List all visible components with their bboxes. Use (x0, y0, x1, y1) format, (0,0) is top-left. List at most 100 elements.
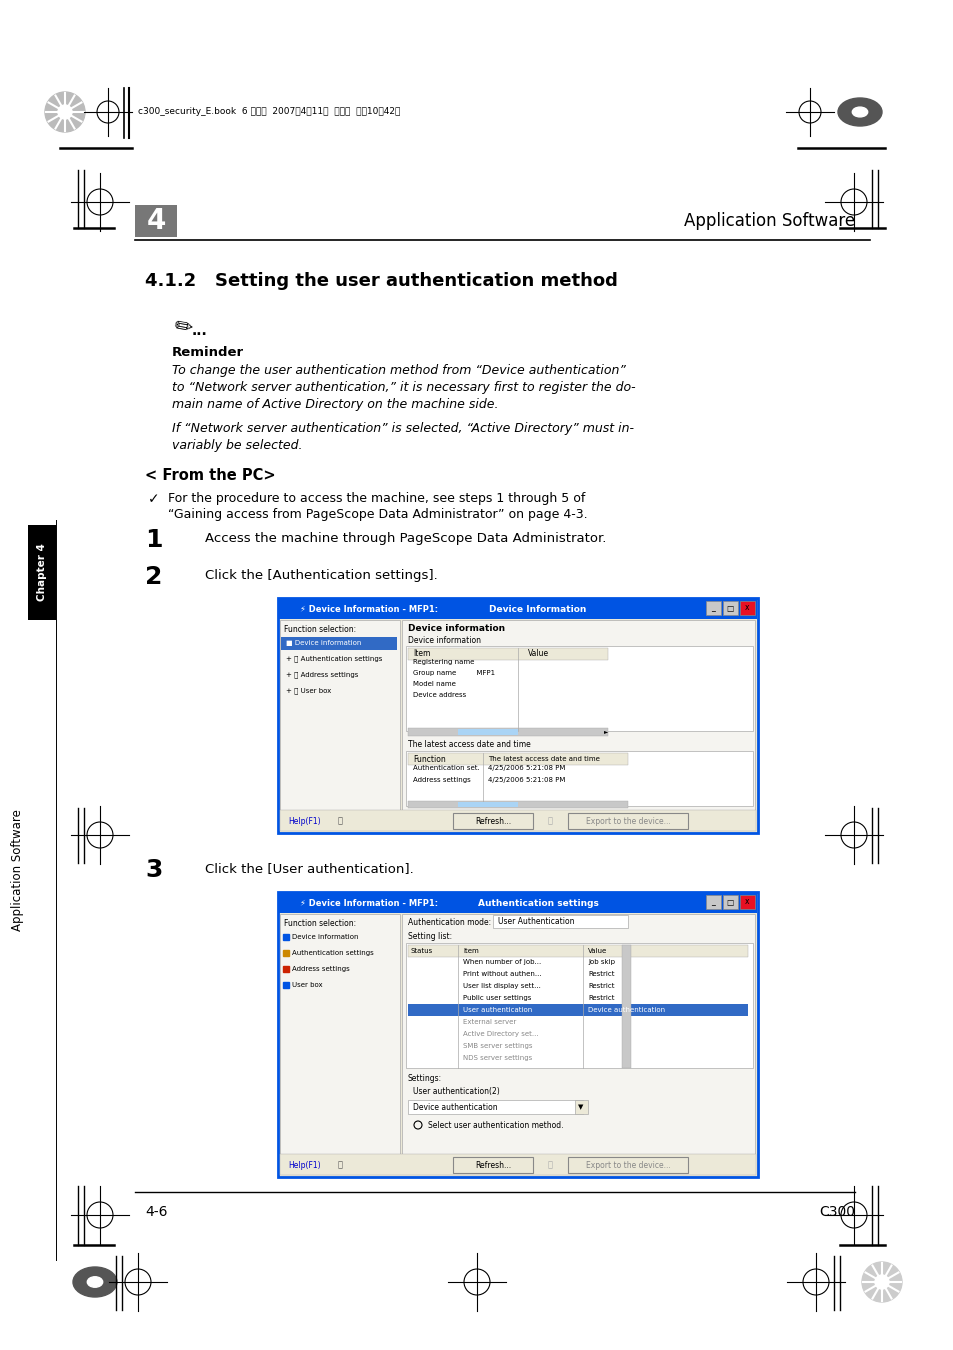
Text: The latest access date and time: The latest access date and time (408, 740, 530, 749)
Circle shape (58, 105, 71, 119)
FancyBboxPatch shape (135, 205, 177, 238)
Text: ✓: ✓ (148, 491, 159, 506)
Text: The latest access date and time: The latest access date and time (488, 756, 599, 761)
Text: Setting list:: Setting list: (408, 931, 452, 941)
FancyBboxPatch shape (493, 915, 627, 927)
Text: Click the [Authentication settings].: Click the [Authentication settings]. (205, 568, 437, 582)
FancyBboxPatch shape (740, 601, 754, 616)
Text: □: □ (725, 603, 733, 613)
Text: 2: 2 (145, 566, 162, 589)
FancyBboxPatch shape (277, 598, 758, 833)
Text: Function: Function (413, 755, 445, 764)
Text: Model name: Model name (413, 680, 456, 687)
Text: Refresh...: Refresh... (475, 817, 511, 825)
Text: + 📄 Authentication settings: + 📄 Authentication settings (286, 656, 382, 663)
FancyBboxPatch shape (457, 729, 517, 734)
Text: Help(F1): Help(F1) (288, 1161, 320, 1169)
Text: 💾: 💾 (547, 817, 553, 825)
Text: User authentication(2): User authentication(2) (413, 1087, 499, 1096)
FancyBboxPatch shape (280, 620, 399, 810)
FancyBboxPatch shape (278, 892, 757, 913)
Text: Application Software: Application Software (11, 809, 25, 932)
Text: Device information: Device information (408, 624, 504, 633)
Text: Authentication set.: Authentication set. (413, 765, 479, 771)
FancyBboxPatch shape (408, 753, 627, 765)
FancyBboxPatch shape (401, 620, 754, 810)
Text: ■ Device information: ■ Device information (286, 640, 361, 647)
Text: Group name         MFP1: Group name MFP1 (413, 670, 495, 676)
Text: ✏: ✏ (172, 316, 193, 339)
FancyBboxPatch shape (281, 637, 396, 649)
Text: variably be selected.: variably be selected. (172, 439, 302, 452)
FancyBboxPatch shape (575, 1100, 587, 1114)
Text: Authentication settings: Authentication settings (292, 950, 374, 956)
Text: x: x (744, 603, 748, 613)
Text: 4: 4 (146, 207, 166, 235)
Text: Value: Value (527, 649, 549, 659)
Text: Authentication settings: Authentication settings (477, 899, 598, 907)
FancyBboxPatch shape (567, 1157, 687, 1173)
Ellipse shape (88, 1277, 103, 1288)
Text: x: x (744, 898, 748, 906)
Ellipse shape (73, 1268, 117, 1297)
Text: Registering name: Registering name (413, 659, 474, 666)
Text: Authentication mode:: Authentication mode: (408, 918, 491, 927)
Circle shape (874, 1274, 888, 1289)
FancyBboxPatch shape (408, 1100, 582, 1114)
Text: 4-6: 4-6 (145, 1206, 168, 1219)
Text: User list display sett...: User list display sett... (462, 983, 540, 990)
Ellipse shape (837, 99, 882, 126)
Text: Device authentication: Device authentication (587, 1007, 664, 1012)
FancyBboxPatch shape (722, 601, 738, 616)
Text: Value: Value (587, 948, 607, 954)
FancyBboxPatch shape (408, 648, 607, 660)
Text: User box: User box (292, 981, 322, 988)
Ellipse shape (851, 107, 867, 117)
Text: Refresh...: Refresh... (475, 1161, 511, 1169)
Text: main name of Active Directory on the machine side.: main name of Active Directory on the mac… (172, 398, 498, 410)
Text: Restrict: Restrict (587, 971, 614, 977)
Text: If “Network server authentication” is selected, “Active Directory” must in-: If “Network server authentication” is se… (172, 423, 634, 435)
Text: C300: C300 (818, 1206, 854, 1219)
Text: NDS server settings: NDS server settings (462, 1054, 532, 1061)
FancyBboxPatch shape (453, 813, 533, 829)
Text: Active Directory set...: Active Directory set... (462, 1031, 538, 1037)
Text: ▼: ▼ (578, 1104, 583, 1110)
Text: Device information: Device information (292, 934, 358, 940)
FancyBboxPatch shape (408, 728, 607, 736)
Text: 4/25/2006 5:21:08 PM: 4/25/2006 5:21:08 PM (488, 778, 565, 783)
Text: ...: ... (192, 324, 208, 338)
Text: To change the user authentication method from “Device authentication”: To change the user authentication method… (172, 364, 625, 377)
Text: Settings:: Settings: (408, 1075, 441, 1083)
Text: Restrict: Restrict (587, 983, 614, 990)
FancyBboxPatch shape (621, 945, 630, 1068)
Text: Item: Item (413, 649, 430, 659)
Text: Application Software: Application Software (683, 212, 854, 230)
Text: + 📄 Address settings: + 📄 Address settings (286, 672, 358, 678)
Text: Device address: Device address (413, 693, 466, 698)
Text: User Authentication: User Authentication (497, 918, 574, 926)
Text: _: _ (710, 898, 714, 906)
FancyBboxPatch shape (28, 525, 56, 620)
Text: ►: ► (603, 729, 608, 734)
Text: □: □ (725, 898, 733, 906)
FancyBboxPatch shape (280, 1154, 755, 1174)
Text: Device Information: Device Information (489, 605, 586, 613)
Text: Print without authen...: Print without authen... (462, 971, 541, 977)
Text: “Gaining access from PageScope Data Administrator” on page 4-3.: “Gaining access from PageScope Data Admi… (168, 508, 587, 521)
FancyBboxPatch shape (406, 647, 752, 730)
FancyBboxPatch shape (280, 810, 755, 832)
Text: Help(F1): Help(F1) (288, 817, 320, 825)
Text: 💾: 💾 (547, 1161, 553, 1169)
Text: c300_security_E.book  6 ページ  2007年4月11日  水曜日  午前10時42分: c300_security_E.book 6 ページ 2007年4月11日 水曜… (138, 108, 400, 116)
Text: Chapter 4: Chapter 4 (37, 544, 47, 602)
FancyBboxPatch shape (406, 944, 752, 1068)
Text: ⚡ Device Information - MFP1:: ⚡ Device Information - MFP1: (299, 605, 437, 613)
Circle shape (862, 1262, 901, 1301)
FancyBboxPatch shape (277, 892, 758, 1177)
Text: 💾: 💾 (337, 1161, 343, 1169)
FancyBboxPatch shape (740, 895, 754, 909)
Text: Job skip: Job skip (587, 958, 615, 965)
Text: _: _ (710, 603, 714, 613)
FancyBboxPatch shape (705, 601, 720, 616)
